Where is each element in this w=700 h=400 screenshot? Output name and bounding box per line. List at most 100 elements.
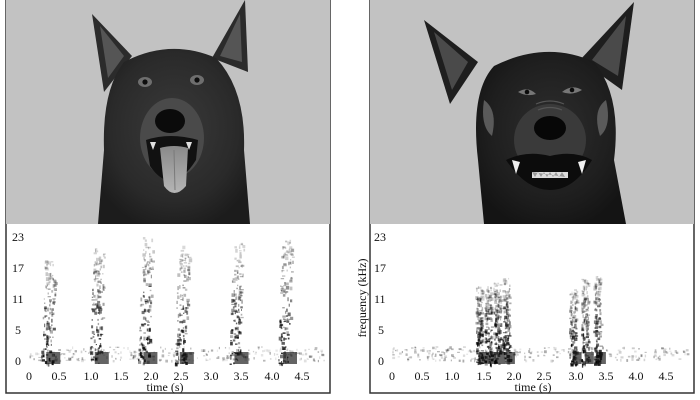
spectrogram-noise bbox=[419, 359, 421, 361]
spectrogram-noise bbox=[530, 350, 533, 354]
right-x-tick: 3.0 bbox=[569, 369, 584, 383]
spectrogram-noise bbox=[591, 350, 593, 353]
spectrogram-noise bbox=[72, 355, 74, 358]
spectrogram-noise bbox=[89, 349, 92, 352]
spectrogram-noise bbox=[286, 348, 289, 352]
spectrogram-noise bbox=[517, 351, 520, 353]
spectrogram-noise bbox=[132, 357, 134, 360]
spectrogram-burst bbox=[581, 278, 594, 368]
spectrogram-noise bbox=[552, 359, 554, 362]
spectrogram-noise bbox=[606, 349, 609, 352]
spectrogram-noise bbox=[72, 353, 75, 355]
spectrogram-noise bbox=[217, 356, 220, 358]
spectrogram-noise bbox=[478, 346, 481, 349]
left-y-tick: 5 bbox=[15, 323, 21, 337]
right-x-tick: 0 bbox=[389, 369, 395, 383]
spectrogram-noise bbox=[210, 349, 214, 352]
spectrogram-noise bbox=[206, 359, 209, 361]
spectrogram-noise bbox=[317, 359, 319, 363]
spectrogram-noise bbox=[524, 358, 526, 361]
spectrogram-noise bbox=[68, 358, 72, 361]
spectrogram-noise bbox=[395, 349, 397, 352]
spectrogram-noise bbox=[77, 360, 80, 362]
spectrogram-noise bbox=[553, 347, 557, 351]
spectrogram-noise bbox=[321, 354, 325, 357]
spectrogram-noise bbox=[528, 356, 532, 359]
spectrogram-noise bbox=[263, 349, 265, 352]
spectrogram-noise bbox=[417, 356, 420, 358]
spectrogram-noise bbox=[432, 358, 435, 360]
spectrogram-noise bbox=[484, 349, 487, 353]
spectrogram-noise bbox=[59, 359, 62, 363]
spectrogram-noise bbox=[670, 352, 673, 355]
spectrogram-noise bbox=[279, 347, 283, 351]
spectrogram-noise bbox=[231, 351, 234, 353]
right-spectrogram-bursts bbox=[392, 276, 690, 368]
spectrogram-noise bbox=[614, 356, 617, 359]
spectrogram-noise bbox=[666, 351, 669, 354]
spectrogram-noise bbox=[176, 347, 179, 350]
spectrogram-noise bbox=[432, 352, 434, 355]
spectrogram-noise bbox=[636, 359, 639, 361]
spectrogram-noise bbox=[426, 350, 429, 353]
spectrogram-noise bbox=[81, 357, 84, 361]
spectrogram-noise bbox=[655, 358, 658, 361]
spectrogram-noise bbox=[554, 349, 557, 352]
spectrogram-noise bbox=[450, 348, 454, 351]
spectrogram-noise bbox=[445, 349, 449, 352]
spectrogram-noise bbox=[202, 349, 206, 352]
spectrogram-noise bbox=[269, 358, 272, 360]
spectrogram-noise bbox=[515, 354, 517, 358]
spectrogram-noise bbox=[428, 350, 431, 352]
spectrogram-noise bbox=[258, 347, 260, 350]
spectrogram-noise bbox=[443, 352, 446, 355]
spectrogram-noise bbox=[616, 359, 618, 361]
spectrogram-noise bbox=[222, 359, 224, 362]
spectrogram-noise bbox=[441, 354, 443, 356]
spectrogram-noise bbox=[313, 359, 316, 362]
spectrogram-noise bbox=[38, 359, 42, 362]
spectrogram-noise bbox=[470, 359, 472, 362]
left-y-tick: 11 bbox=[12, 292, 24, 306]
spectrogram-noise bbox=[141, 358, 144, 361]
spectrogram-noise bbox=[206, 353, 208, 356]
spectrogram-noise bbox=[626, 359, 629, 362]
spectrogram-noise bbox=[176, 351, 179, 354]
spectrogram-noise bbox=[395, 349, 397, 352]
spectrogram-noise bbox=[314, 347, 318, 350]
spectrogram-noise bbox=[132, 355, 136, 358]
spectrogram-noise bbox=[562, 349, 565, 351]
spectrogram-noise bbox=[663, 348, 667, 351]
left-x-tick: 3.0 bbox=[204, 369, 219, 383]
spectrogram-noise bbox=[81, 359, 84, 363]
spectrogram-noise bbox=[236, 349, 238, 352]
spectrogram-noise bbox=[263, 359, 266, 362]
spectrogram-noise bbox=[435, 348, 437, 350]
spectrogram-noise bbox=[576, 349, 578, 351]
spectrogram-noise bbox=[224, 347, 227, 349]
spectrogram-noise bbox=[175, 359, 178, 362]
spectrogram-noise bbox=[255, 351, 257, 354]
spectrogram-noise bbox=[310, 355, 313, 358]
left-y-tick: 17 bbox=[12, 261, 24, 275]
spectrogram-noise bbox=[136, 351, 138, 354]
spectrogram-noise bbox=[536, 351, 539, 353]
spectrogram-noise bbox=[109, 346, 112, 348]
spectrogram-noise bbox=[101, 348, 103, 351]
spectrogram-noise bbox=[74, 350, 77, 353]
spectrogram-noise bbox=[59, 353, 62, 355]
spectrogram-noise bbox=[525, 359, 528, 363]
spectrogram-noise bbox=[84, 350, 87, 353]
spectrogram-noise bbox=[655, 355, 657, 357]
spectrogram-noise bbox=[196, 357, 198, 359]
left-x-tick: 4.0 bbox=[265, 369, 280, 383]
spectrogram-noise bbox=[159, 359, 161, 362]
spectrogram-noise bbox=[406, 349, 408, 352]
spectrogram-burst bbox=[493, 282, 506, 365]
spectrogram-noise bbox=[448, 347, 451, 350]
spectrogram-noise bbox=[428, 352, 431, 355]
spectrogram-noise bbox=[202, 350, 204, 352]
spectrogram-noise bbox=[407, 359, 409, 362]
spectrogram-noise bbox=[108, 351, 110, 354]
spectrogram-noise bbox=[80, 350, 83, 354]
